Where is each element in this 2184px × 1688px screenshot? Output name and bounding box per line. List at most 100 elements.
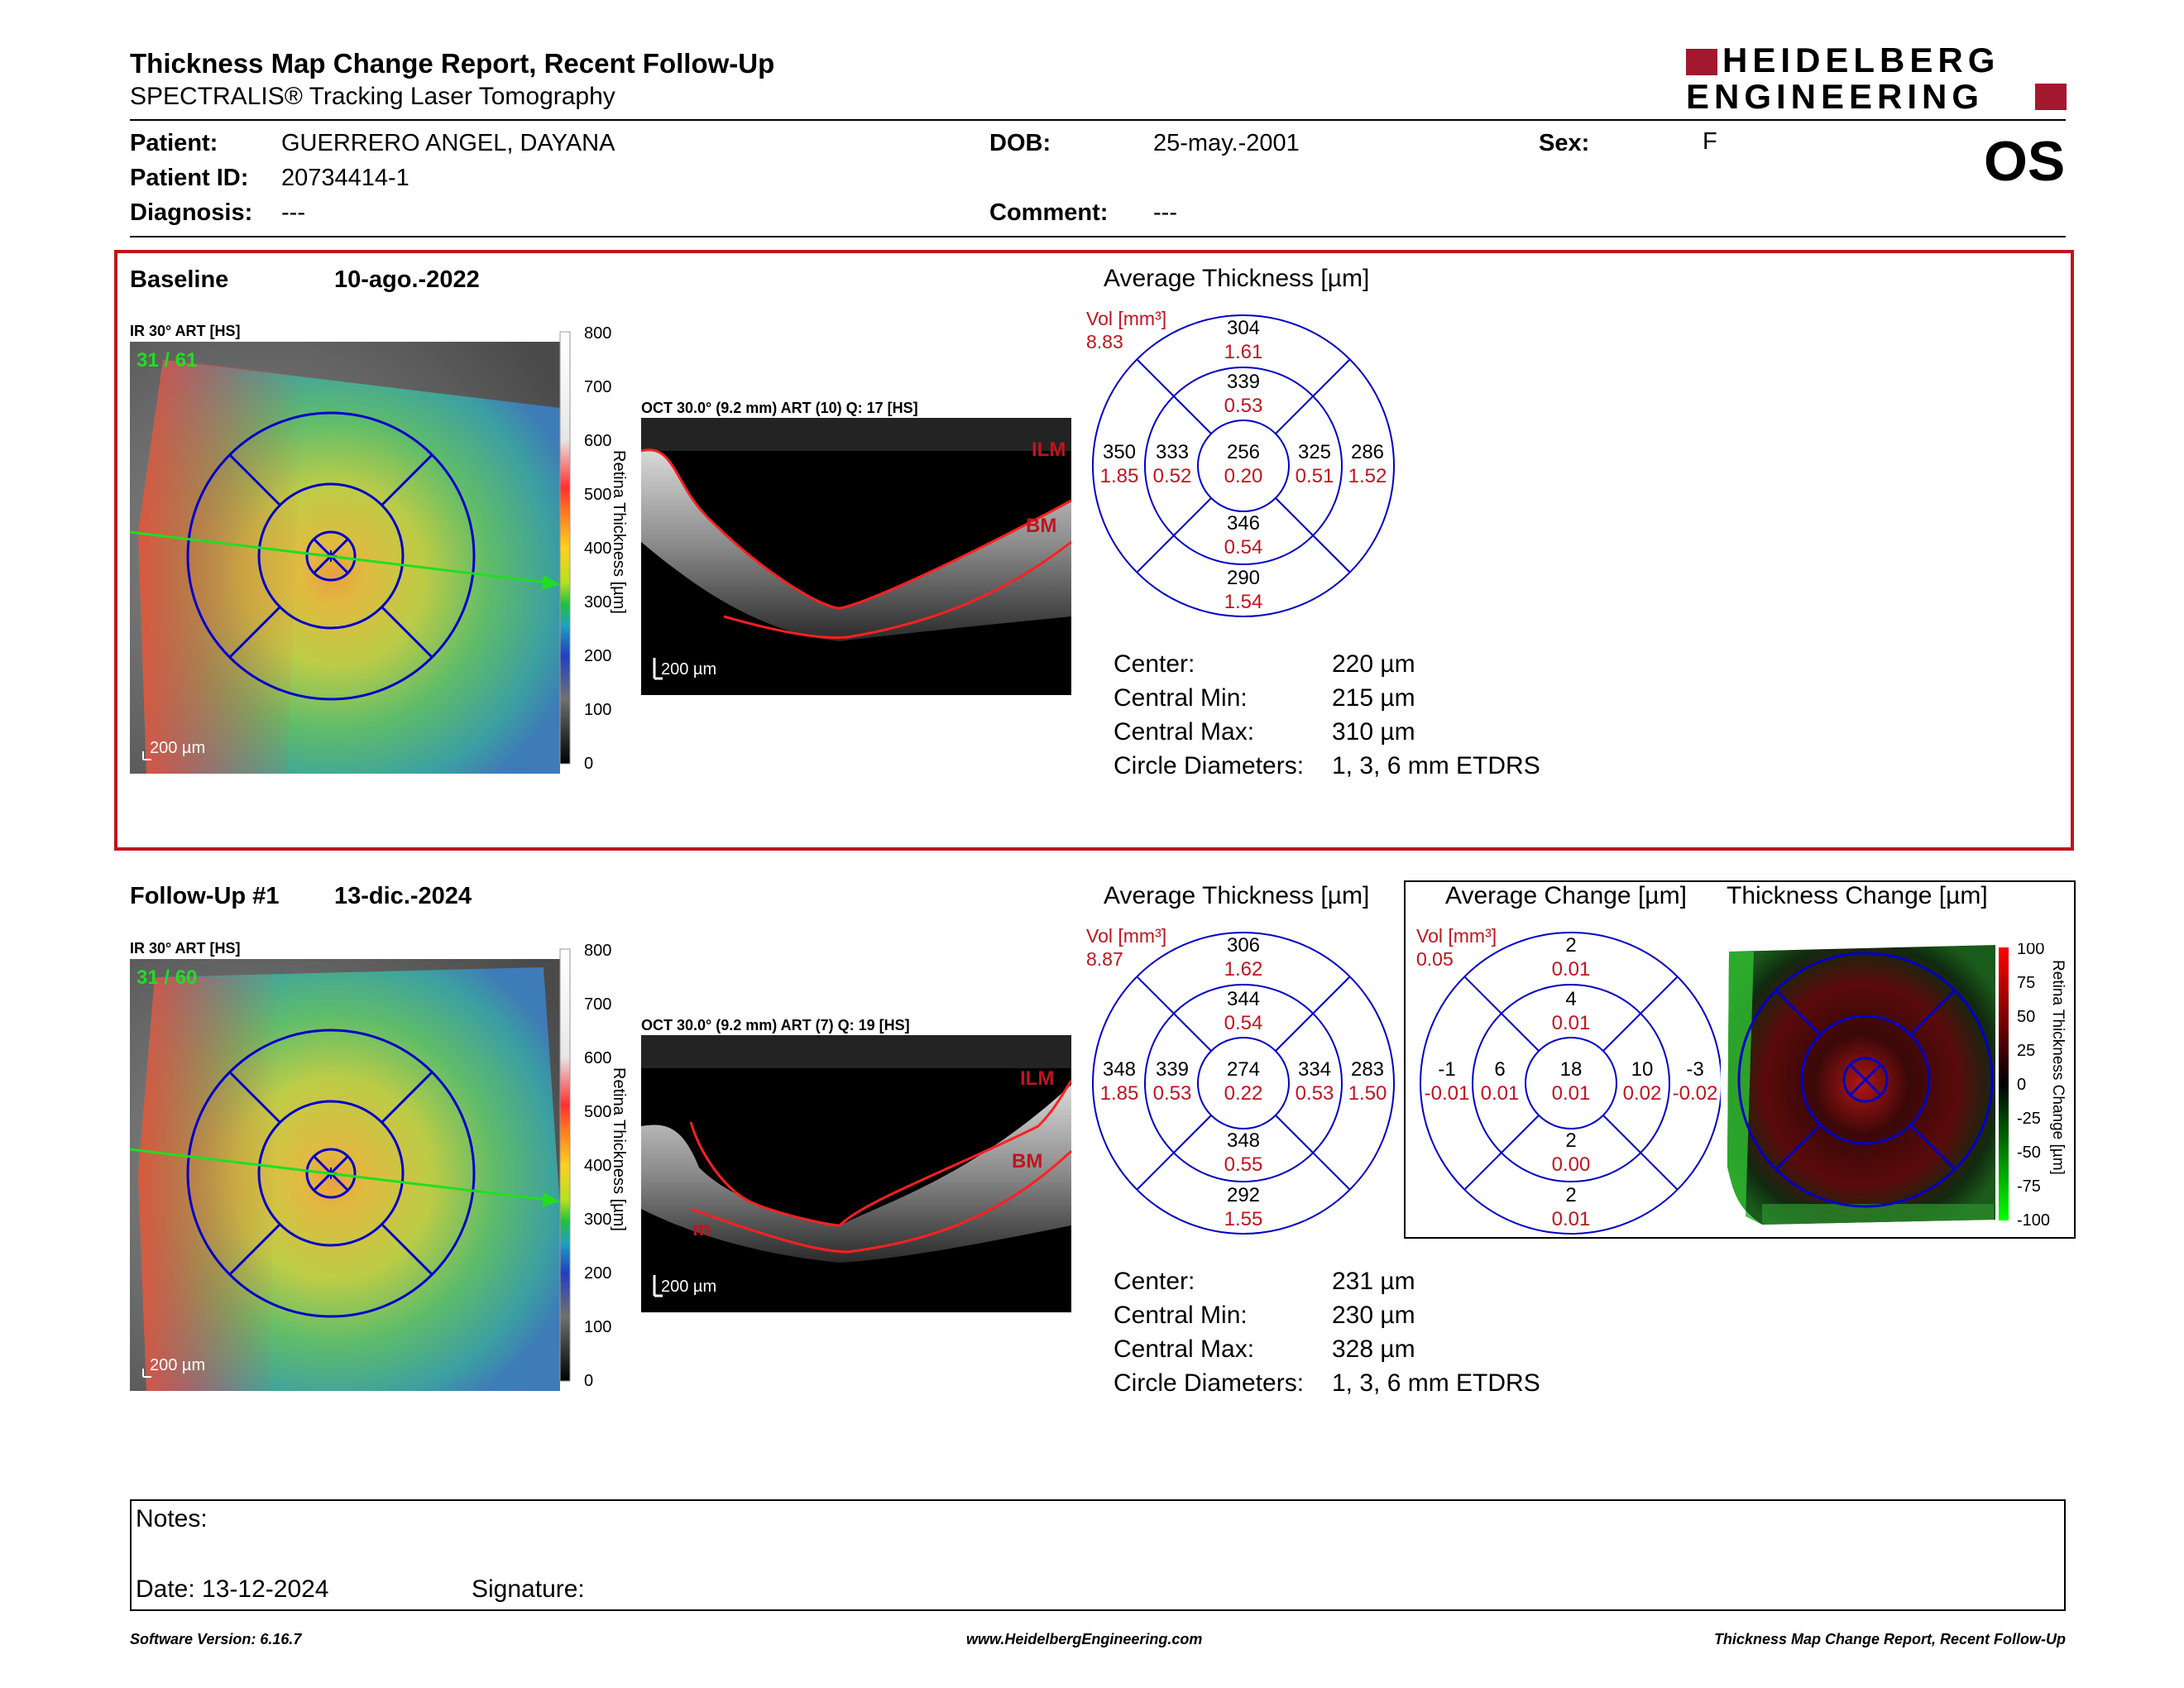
c-inner-bottom-vol: 0.00 <box>1552 1153 1591 1176</box>
f-inner-bottom-vol: 0.55 <box>1224 1153 1263 1176</box>
c-outer-top-vol: 0.01 <box>1552 958 1591 981</box>
followup-ir-scale: 200 µm <box>150 1356 205 1374</box>
b-outer-left-thick: 350 <box>1103 441 1136 463</box>
followup-diam-label: Circle Diameters: <box>1114 1369 1305 1397</box>
c-inner-right-vol: 0.02 <box>1623 1082 1662 1105</box>
f-inner-left-vol: 0.53 <box>1153 1082 1192 1105</box>
fu-cbar-tick-0: 0 <box>584 1372 593 1390</box>
avg-change-title: Average Change [µm] <box>1445 882 1687 909</box>
followup-m-label: m <box>692 1218 710 1240</box>
f-outer-right-vol: 1.50 <box>1348 1082 1387 1105</box>
b-inner-top-thick: 339 <box>1227 371 1260 393</box>
chg-tick-75: 75 <box>2017 974 2035 992</box>
chg-tick-100: 100 <box>2017 943 2044 958</box>
followup-ir-label: IR 30° ART [HS] <box>130 940 241 957</box>
c-center-vol: 0.01 <box>1552 1082 1591 1105</box>
chg-tick-m75: -75 <box>2017 1177 2041 1196</box>
baseline-avg-title: Average Thickness [µm] <box>1104 265 1370 292</box>
fu-cbar-tick-500: 500 <box>584 1103 611 1121</box>
diagnosis-label: Diagnosis: <box>130 199 253 226</box>
fu-cbar-tick-300: 300 <box>584 1211 611 1229</box>
patient-id: 20734414-1 <box>281 165 410 191</box>
fu-cbar-tick-100: 100 <box>584 1318 611 1336</box>
followup-diam-value: 1, 3, 6 mm ETDRS <box>1332 1369 1540 1397</box>
c-inner-left-thick: 6 <box>1494 1058 1505 1081</box>
f-inner-right-vol: 0.53 <box>1296 1082 1334 1105</box>
c-outer-bottom-thick: 2 <box>1565 1184 1576 1206</box>
c-outer-bottom-vol: 0.01 <box>1552 1208 1591 1230</box>
fu-cbar-tick-200: 200 <box>584 1264 611 1283</box>
baseline-oct-scan: ILM BM 200 µm <box>641 418 1071 695</box>
baseline-center-label: Center: <box>1114 650 1195 678</box>
f-outer-bottom-vol: 1.55 <box>1224 1208 1263 1230</box>
footer-report-name: Thickness Map Change Report, Recent Foll… <box>1713 1631 2066 1647</box>
baseline-oct-scale: 200 µm <box>661 660 716 679</box>
followup-min-label: Central Min: <box>1114 1302 1248 1329</box>
baseline-min-label: Central Min: <box>1114 684 1248 712</box>
cbar-tick-400: 400 <box>584 539 611 558</box>
chg-tick-50: 50 <box>2017 1008 2035 1026</box>
notes-box[interactable] <box>130 1499 2066 1611</box>
c-inner-bottom-thick: 2 <box>1565 1129 1576 1152</box>
f-inner-left-thick: 339 <box>1156 1058 1189 1081</box>
baseline-vol-label: Vol [mm³] <box>1086 308 1167 329</box>
f-outer-top-vol: 1.62 <box>1224 958 1263 981</box>
baseline-max-value: 310 µm <box>1332 718 1415 746</box>
fu-cbar-tick-600: 600 <box>584 1049 611 1067</box>
followup-center-value: 231 µm <box>1332 1268 1415 1295</box>
b-outer-top-thick: 304 <box>1227 317 1260 339</box>
baseline-diam-label: Circle Diameters: <box>1114 752 1305 779</box>
b-outer-bottom-vol: 1.54 <box>1224 591 1263 613</box>
baseline-min-value: 215 µm <box>1332 684 1415 712</box>
notes-label: Notes: <box>136 1505 208 1532</box>
followup-max-value: 328 µm <box>1332 1336 1415 1363</box>
b-inner-left-vol: 0.52 <box>1153 465 1192 487</box>
chg-tick-25: 25 <box>2017 1042 2035 1060</box>
followup-max-label: Central Max: <box>1114 1336 1255 1363</box>
f-outer-bottom-thick: 292 <box>1227 1184 1260 1206</box>
f-inner-bottom-thick: 348 <box>1227 1129 1260 1152</box>
c-inner-top-vol: 0.01 <box>1552 1012 1591 1034</box>
baseline-center-value: 220 µm <box>1332 650 1415 678</box>
c-inner-top-thick: 4 <box>1565 988 1576 1010</box>
brand-logo: HEIDELBERG ENGINEERING <box>1686 42 2067 116</box>
f-outer-right-thick: 283 <box>1351 1058 1384 1081</box>
baseline-max-label: Central Max: <box>1114 718 1255 746</box>
patient-name: GUERRERO ANGEL, DAYANA <box>281 130 615 156</box>
f-inner-top-vol: 0.54 <box>1224 1012 1263 1034</box>
cbar-title: Retina Thickness [µm] <box>610 450 628 614</box>
f-outer-top-thick: 306 <box>1227 934 1260 957</box>
b-outer-bottom-thick: 290 <box>1227 567 1260 589</box>
followup-min-value: 230 µm <box>1332 1302 1415 1329</box>
patient-label: Patient: <box>130 130 218 156</box>
patient-id-label: Patient ID: <box>130 165 249 191</box>
f-inner-right-thick: 334 <box>1298 1058 1331 1081</box>
f-outer-left-thick: 348 <box>1103 1058 1136 1081</box>
cbar-tick-600: 600 <box>584 432 611 450</box>
followup-ilm-label: ILM <box>1020 1067 1054 1090</box>
cbar-tick-100: 100 <box>584 701 611 719</box>
followup-label: Follow-Up #1 <box>130 883 280 909</box>
c-outer-right-thick: -3 <box>1686 1058 1703 1081</box>
sex-label: Sex: <box>1539 130 1590 156</box>
fu-cbar-tick-700: 700 <box>584 995 611 1014</box>
baseline-ilm-label: ILM <box>1032 439 1066 461</box>
b-outer-right-thick: 286 <box>1351 441 1384 463</box>
cbar-tick-700: 700 <box>584 378 611 396</box>
f-center-thick: 274 <box>1227 1058 1260 1081</box>
thickness-change-map <box>1721 943 2002 1226</box>
followup-bm-label: BM <box>1012 1150 1042 1172</box>
dob-label: DOB: <box>989 130 1051 156</box>
comment-label: Comment: <box>989 199 1109 226</box>
chg-tick-m100: -100 <box>2017 1211 2050 1230</box>
change-etdrs-grid: 2 0.01 4 0.01 -1 -0.01 6 0.01 18 0.01 10… <box>1420 932 1722 1235</box>
baseline-thickness-map: 31 / 61 200 µm <box>130 342 560 774</box>
followup-ir-quality: 31 / 60 <box>136 966 197 989</box>
change-colorbar: 100 75 50 25 0 -25 -50 -75 -100 Retina T… <box>1999 943 2067 1230</box>
baseline-diam-value: 1, 3, 6 mm ETDRS <box>1332 752 1540 779</box>
baseline-ir-quality: 31 / 61 <box>136 349 197 372</box>
chg-tick-m25: -25 <box>2017 1110 2041 1128</box>
notes-date: Date: 13-12-2024 <box>136 1575 329 1603</box>
followup-avg-title: Average Thickness [µm] <box>1104 882 1370 909</box>
followup-oct-label: OCT 30.0° (9.2 mm) ART (7) Q: 19 [HS] <box>641 1017 910 1033</box>
